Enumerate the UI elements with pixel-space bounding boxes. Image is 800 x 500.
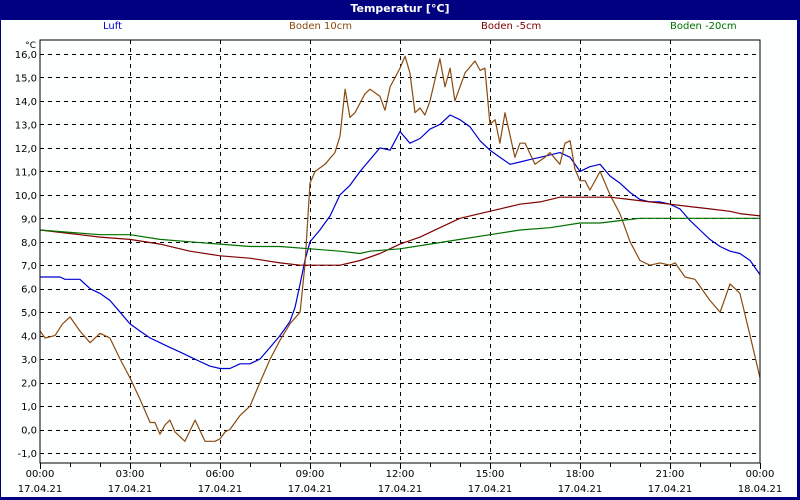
y-tick-label: 0,0 <box>21 426 37 437</box>
y-tick-label: 10,0 <box>15 191 37 202</box>
x-tick-date: 17.04.21 <box>648 484 693 495</box>
y-tick-label: 11,0 <box>15 167 37 178</box>
x-tick-date: 17.04.21 <box>198 484 243 495</box>
x-tick-date: 17.04.21 <box>558 484 603 495</box>
y-axis-labels: °C16,0 15,0 14,0 13,0 12,0 11,0 10,0 9,0 8,0 7,0 6… <box>15 41 37 460</box>
x-tick-time: 03:00 <box>116 469 145 480</box>
y-tick-label: 7,0 <box>21 261 37 272</box>
x-tick-time: 18:00 <box>566 469 595 480</box>
y-tick-label: 2,0 <box>21 379 37 390</box>
chart-title: Temperatur [°C] <box>0 0 800 20</box>
series-luft <box>40 114 761 370</box>
legend-item-boden-20cm: Boden -20cm <box>670 21 737 32</box>
y-unit-label: °C <box>25 41 36 51</box>
x-axis-labels: 00:00 17.04.21 03:00 17.04.21 06:00 17.04.21 0… <box>18 469 783 495</box>
x-tick-time: 21:00 <box>656 469 685 480</box>
series-boden-20cm <box>39 217 760 255</box>
x-tick-date: 18.04.21 <box>738 484 783 495</box>
x-tick-time: 09:00 <box>296 469 325 480</box>
y-tick-label: 8,0 <box>21 238 37 249</box>
grid-lines <box>40 40 760 463</box>
x-tick-date: 17.04.21 <box>468 484 513 495</box>
axes <box>39 39 761 469</box>
y-tick-label: 16,0 <box>15 50 37 61</box>
x-tick-time: 06:00 <box>206 469 235 480</box>
y-tick-label: 5,0 <box>21 308 37 319</box>
legend-item-boden-5cm: Boden -5cm <box>481 21 542 32</box>
series-boden-5cm <box>39 196 761 266</box>
y-tick-label: -1,0 <box>17 449 37 460</box>
x-tick-date: 17.04.21 <box>288 484 333 495</box>
x-tick-time: 00:00 <box>746 469 775 480</box>
legend-item-boden-10cm: Boden 10cm <box>289 21 352 32</box>
y-tick-label: 4,0 <box>21 332 37 343</box>
y-tick-label: 13,0 <box>15 120 37 131</box>
x-tick-date: 17.04.21 <box>378 484 423 495</box>
y-tick-label: 15,0 <box>15 73 37 84</box>
y-tick-label: 6,0 <box>21 285 37 296</box>
x-tick-date: 17.04.21 <box>18 484 63 495</box>
y-tick-label: 14,0 <box>15 97 37 108</box>
y-tick-label: 9,0 <box>21 214 37 225</box>
x-tick-time: 12:00 <box>386 469 415 480</box>
x-tick-time: 15:00 <box>476 469 505 480</box>
x-tick-date: 17.04.21 <box>108 484 153 495</box>
data-series <box>39 55 761 442</box>
y-tick-label: 1,0 <box>21 402 37 413</box>
y-tick-label: 12,0 <box>15 144 37 155</box>
legend-item-luft: Luft <box>103 21 122 32</box>
chart-panel <box>1 20 797 497</box>
series-boden-10cm <box>39 55 761 442</box>
y-tick-label: 3,0 <box>21 355 37 366</box>
x-tick-time: 00:00 <box>26 469 55 480</box>
